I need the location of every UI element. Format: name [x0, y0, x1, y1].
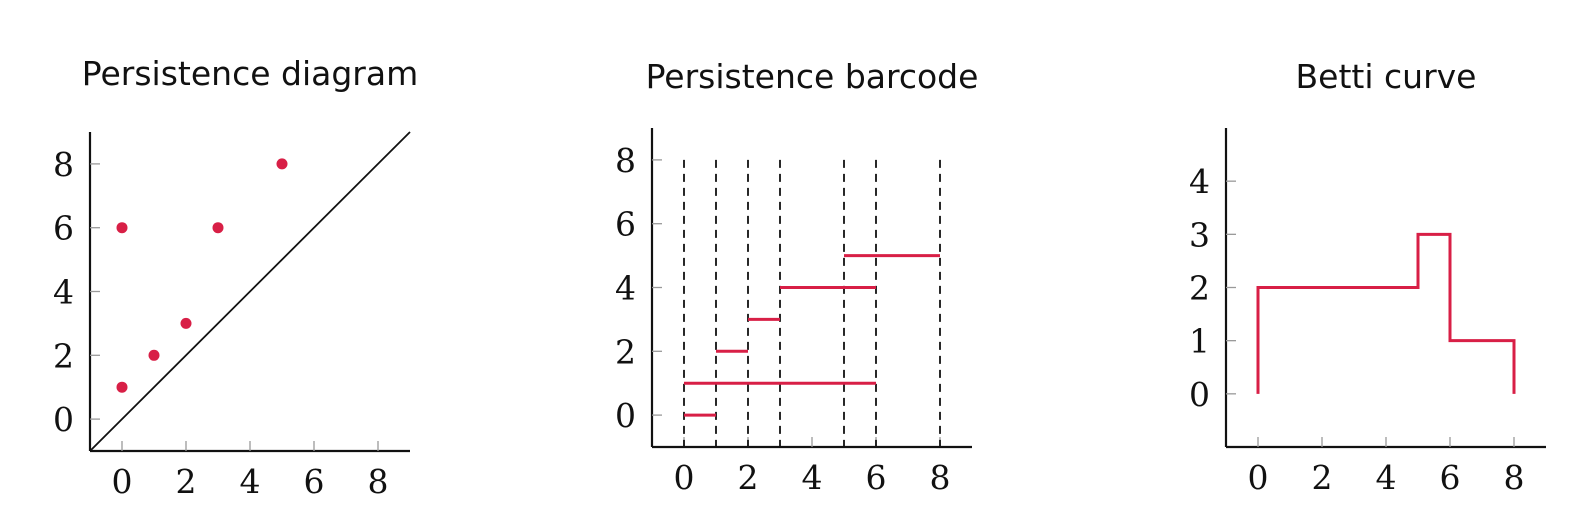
x-tick-label: 2	[1312, 458, 1333, 497]
x-tick-label: 6	[304, 462, 325, 501]
y-tick-label: 2	[1189, 269, 1210, 308]
y-tick-label: 2	[53, 336, 74, 375]
x-tick-label: 8	[1504, 458, 1525, 497]
x-tick-label: 8	[368, 462, 389, 501]
x-tick-label: 0	[112, 462, 133, 501]
y-tick-label: 0	[53, 400, 74, 439]
x-tick-label: 4	[802, 458, 823, 497]
chart-title: Persistence diagram	[82, 54, 418, 93]
y-tick-label: 4	[53, 273, 74, 312]
x-tick-label: 8	[930, 458, 951, 497]
y-tick-label: 4	[615, 269, 636, 308]
y-tick-label: 6	[53, 209, 74, 248]
y-tick-label: 8	[615, 141, 636, 180]
x-tick-label: 2	[738, 458, 759, 497]
x-tick-label: 6	[1440, 458, 1461, 497]
x-tick-label: 6	[866, 458, 887, 497]
chart-panel-2: Betti curve 0 2 4 6 8 0 1 2 3 4	[1189, 57, 1546, 497]
chart-panel-1: Persistence barcode 0 2 4 6 8 0 2 4 6 8	[615, 57, 978, 497]
data-point	[180, 317, 192, 329]
y-tick-label: 1	[1189, 322, 1210, 361]
x-tick-label: 0	[674, 458, 695, 497]
y-tick-label: 4	[1189, 162, 1210, 201]
data-point	[116, 222, 128, 234]
y-tick-label: 6	[615, 205, 636, 244]
chart-title: Persistence barcode	[646, 57, 979, 96]
x-tick-label: 0	[1248, 458, 1269, 497]
x-tick-label: 4	[240, 462, 261, 501]
data-point	[212, 222, 224, 234]
data-point	[116, 381, 128, 393]
x-tick-label: 2	[176, 462, 197, 501]
chart-panel-0: Persistence diagram 0 2 4 6 8 0 2 4 6 8	[53, 54, 418, 501]
data-point	[276, 158, 288, 170]
y-tick-label: 8	[53, 145, 74, 184]
y-tick-label: 2	[615, 332, 636, 371]
betti-curve-line	[1256, 232, 1516, 394]
data-point	[148, 349, 160, 361]
x-tick-label: 4	[1376, 458, 1397, 497]
chart-title: Betti curve	[1296, 57, 1477, 96]
y-tick-label: 0	[615, 396, 636, 435]
diagonal-line	[89, 131, 411, 452]
y-tick-label: 3	[1189, 215, 1210, 254]
y-tick-label: 0	[1189, 375, 1210, 414]
